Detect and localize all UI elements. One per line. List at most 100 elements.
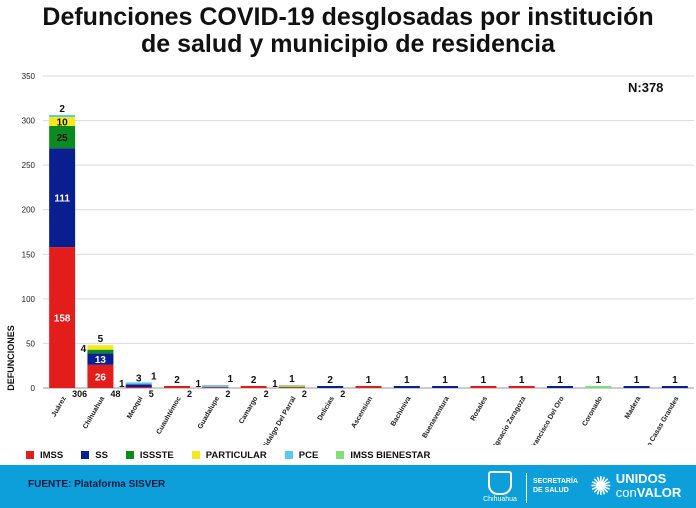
y-tick-label: 300 — [22, 117, 36, 126]
legend-label-imss: IMSS — [40, 449, 64, 461]
bar-total-label: 2 — [340, 389, 345, 399]
data-label: 2 — [251, 375, 257, 386]
y-tick-label: 250 — [22, 161, 36, 170]
legend-label-particular: PARTICULAR — [205, 449, 267, 461]
bar-segment — [49, 117, 76, 126]
legend-label-issste: ISSSTE — [139, 449, 174, 461]
chihuahua-logo: Chihuahua — [482, 471, 518, 505]
legend-swatch-ss — [81, 451, 90, 459]
x-category-label: Delicias — [317, 395, 336, 422]
y-tick-label: 0 — [31, 384, 36, 393]
bar-total-label: 48 — [110, 389, 120, 399]
x-category-label: Camargo — [238, 396, 259, 426]
bar-segment — [317, 386, 344, 388]
chart-title-line1: Defunciones COVID-19 desglosadas por ins… — [42, 3, 654, 31]
data-label: 1 — [557, 375, 563, 386]
bar-segment — [432, 386, 459, 388]
data-label: 1 — [289, 374, 295, 385]
x-category-label: Meoqui — [126, 395, 144, 420]
chihuahua-logo-caption: Chihuahua — [483, 496, 517, 503]
bar-segment — [87, 353, 114, 365]
data-label: 4 — [81, 344, 87, 355]
star-emblem-icon: ✺ — [590, 471, 612, 501]
legend-item-issste: ISSSTE — [125, 447, 174, 463]
bar-segment — [87, 349, 114, 354]
bar-segment — [87, 345, 114, 350]
y-tick-label: 150 — [22, 250, 36, 259]
secretaria-line2: DE SALUD — [533, 487, 569, 494]
bar-segment — [49, 125, 76, 149]
legend-item-pce: PCE — [284, 447, 319, 463]
data-label: 2 — [59, 104, 65, 115]
bar-segment — [164, 386, 191, 388]
data-label: 111 — [54, 194, 70, 205]
bar-segment — [240, 386, 267, 388]
data-label: 5 — [98, 334, 104, 345]
y-tick-label: 350 — [22, 72, 36, 81]
total-count-label: N:378 — [628, 80, 664, 95]
legend-label-ss: SS — [95, 449, 108, 461]
x-category-label: Rosales — [470, 395, 490, 422]
data-label: 1 — [672, 375, 678, 386]
bar-segment — [49, 247, 76, 388]
bar-total-label: 2 — [302, 389, 307, 399]
bar-segment — [125, 384, 152, 388]
bar-segment — [623, 386, 650, 388]
data-label: 1 — [481, 375, 487, 386]
bar-segment — [49, 115, 76, 118]
footer-bar: FUENTE: Plataforma SISVER Chihuahua SECR… — [0, 465, 696, 508]
legend-swatch-particular — [191, 451, 200, 459]
bar-total-label: 5 — [149, 389, 154, 399]
data-label: 13 — [95, 355, 107, 366]
x-category-label: Chihuahua — [82, 395, 106, 430]
bar-segment — [546, 386, 573, 388]
bar-segment — [355, 386, 382, 388]
data-label: 1 — [519, 375, 525, 386]
data-label: 10 — [57, 117, 69, 128]
x-category-label: San Francisco Del Oro — [522, 396, 566, 446]
legend-label-pce: PCE — [298, 449, 319, 461]
data-label: 1 — [595, 375, 601, 386]
stacked-bar-chart: 0 50 100 150 200 250 300 350 DEFUNCIONES Juárez 30… — [6, 72, 694, 446]
legend-item-particular: PARTICULAR — [191, 447, 267, 463]
bar-total-label: 306 — [72, 389, 87, 399]
x-category-label: Nuevo Casas Grandes — [637, 395, 680, 445]
legend-swatch-issste — [125, 451, 134, 459]
x-category-label: Cuauhtémoc — [155, 395, 182, 435]
data-label: 26 — [95, 372, 107, 383]
x-category-label: Coronado — [581, 396, 604, 428]
x-category-label: Ascension — [350, 396, 374, 430]
y-tick-label: 200 — [22, 206, 36, 215]
x-category-label: Bachiniva — [390, 395, 413, 427]
data-label: 1 — [151, 371, 157, 382]
bar-total-label: 2 — [187, 389, 192, 399]
y-tick-label: 100 — [22, 295, 36, 304]
x-category-label: Buenaventura — [421, 395, 450, 439]
brand-line1: UNIDOS — [615, 471, 667, 486]
bar-segment — [202, 385, 229, 388]
legend-swatch-pce — [284, 451, 293, 459]
x-category-label: Guadalupe — [197, 395, 221, 430]
x-category-label: Ignacio Zaragoza — [493, 395, 528, 445]
legend-swatch-imss-bienestar — [336, 451, 345, 459]
bar-total-label: 2 — [225, 389, 230, 399]
x-category-label: Hidalgo Del Parral — [261, 395, 297, 445]
legend-swatch-imss — [26, 451, 34, 459]
bar-segment — [87, 364, 114, 388]
data-label: 1 — [442, 375, 448, 386]
data-label: 1 — [404, 375, 410, 386]
brand-line2b: VALOR — [636, 485, 682, 500]
chart-title-line2: de salud y municipio de residencia — [140, 30, 555, 58]
data-label: 1 — [272, 379, 278, 390]
legend-item-imss: IMSS — [26, 447, 63, 463]
y-axis-label: DEFUNCIONES — [6, 325, 16, 391]
bar-segment — [125, 382, 152, 385]
shield-icon — [488, 471, 512, 495]
bar-segment — [49, 148, 76, 248]
chart-legend: IMSS SS ISSSTE PARTICULAR PCE IMSS BIENE… — [26, 447, 448, 463]
bar-segment — [661, 386, 688, 388]
data-label: 3 — [136, 373, 142, 384]
bar-segment — [508, 386, 535, 388]
bar-total-label: 2 — [264, 389, 269, 399]
bar-segment — [470, 386, 497, 388]
